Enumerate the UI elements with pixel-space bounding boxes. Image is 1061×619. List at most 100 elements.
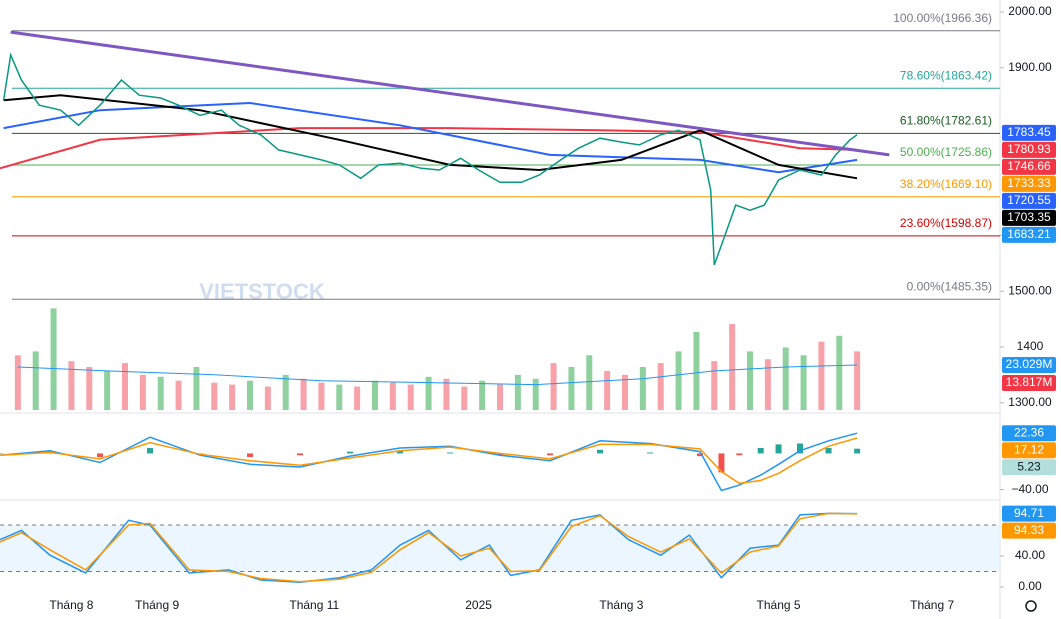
bar — [300, 378, 307, 410]
bar — [247, 380, 253, 410]
price-label-box — [1002, 226, 1056, 243]
y-tick-label: 1400 — [1017, 339, 1044, 353]
bar — [193, 367, 200, 410]
bar — [622, 374, 628, 410]
price-label: 1733.33 — [1007, 176, 1051, 190]
price-label: 17.12 — [1014, 442, 1044, 456]
bar — [604, 370, 611, 410]
bar — [14, 355, 21, 410]
y-tick-label: 1900.00 — [1008, 60, 1052, 74]
bar — [818, 341, 825, 410]
bar — [854, 351, 861, 410]
bar — [282, 374, 289, 410]
bar — [479, 380, 486, 410]
series-line — [0, 127, 858, 170]
price-label-box — [1002, 357, 1056, 374]
x-tick-label: Tháng 5 — [757, 598, 801, 612]
bar — [139, 374, 146, 410]
y-tick-label: 1300.00 — [1008, 395, 1052, 409]
y-tick-label: 1500.00 — [1008, 283, 1052, 297]
level-band — [0, 524, 1000, 572]
bar — [447, 452, 453, 454]
bar — [597, 449, 603, 454]
bar — [657, 363, 664, 410]
bar — [443, 378, 450, 410]
price-label: 1746.66 — [1007, 159, 1051, 173]
price-label: 94.33 — [1014, 523, 1044, 537]
bar — [550, 363, 557, 410]
bar — [764, 359, 771, 410]
bar — [747, 351, 753, 410]
bar — [425, 376, 432, 410]
series-line — [0, 512, 858, 583]
bar — [697, 453, 703, 457]
bar — [711, 361, 718, 410]
price-label-box — [1002, 425, 1056, 442]
bar — [175, 380, 182, 410]
price-label: 94.71 — [1014, 506, 1044, 520]
fib-label: 38.20%(1669.10) — [900, 177, 992, 191]
bar — [825, 448, 832, 454]
price-label-box — [1002, 141, 1056, 158]
bar — [586, 355, 593, 410]
bar — [675, 351, 682, 410]
series-line — [10, 30, 890, 157]
bar — [568, 367, 575, 410]
fib-label: 23.60%(1598.87) — [900, 216, 992, 230]
bar — [797, 443, 803, 454]
price-label-box — [1002, 158, 1056, 175]
bar — [147, 448, 153, 454]
bar — [211, 382, 218, 410]
bar — [247, 453, 253, 458]
bar — [547, 453, 553, 456]
series-line — [17, 364, 858, 386]
bar — [318, 382, 325, 410]
x-tick-label: Tháng 11 — [289, 598, 339, 612]
fib-label: 78.60%(1863.42) — [900, 68, 992, 82]
bar — [336, 384, 343, 410]
bar — [68, 361, 75, 410]
bar — [157, 376, 164, 410]
bar — [389, 382, 396, 410]
bar — [50, 308, 57, 410]
bar — [264, 386, 271, 410]
y-tick-label: 40.00 — [1015, 548, 1045, 562]
bar — [800, 355, 807, 410]
bar — [757, 448, 764, 454]
price-label: 1720.55 — [1007, 193, 1051, 207]
bar — [497, 384, 503, 410]
series-line — [3, 101, 858, 174]
bar — [397, 450, 403, 454]
bar — [407, 384, 414, 410]
fib-label: 100.00%(1966.36) — [893, 11, 992, 25]
bar — [782, 347, 789, 410]
bar — [104, 370, 111, 410]
price-label-box — [1002, 505, 1056, 522]
fib-label: 50.00%(1725.86) — [900, 145, 992, 159]
price-label: 22.36 — [1014, 425, 1044, 439]
bar — [736, 453, 743, 456]
price-label-box — [1002, 209, 1056, 226]
bar — [729, 324, 736, 410]
bar — [836, 335, 843, 410]
bar — [497, 453, 503, 456]
fib-label: 0.00%(1485.35) — [907, 279, 992, 293]
price-label: 1683.21 — [1007, 227, 1051, 241]
series-line — [0, 437, 858, 485]
price-label: 13.817M — [1006, 375, 1053, 389]
x-tick-label: Tháng 8 — [49, 598, 93, 612]
price-label-box — [1002, 175, 1056, 192]
bar — [718, 453, 725, 473]
bar — [372, 380, 378, 410]
x-tick-label: Tháng 7 — [910, 598, 954, 612]
bar — [693, 331, 700, 410]
bar — [86, 367, 93, 410]
settings-icon[interactable] — [1025, 600, 1037, 612]
bar — [639, 367, 646, 410]
price-label-box — [1002, 375, 1056, 392]
price-label: 23.029M — [1006, 357, 1053, 371]
bar — [347, 451, 353, 454]
x-tick-label: Tháng 3 — [599, 598, 643, 612]
